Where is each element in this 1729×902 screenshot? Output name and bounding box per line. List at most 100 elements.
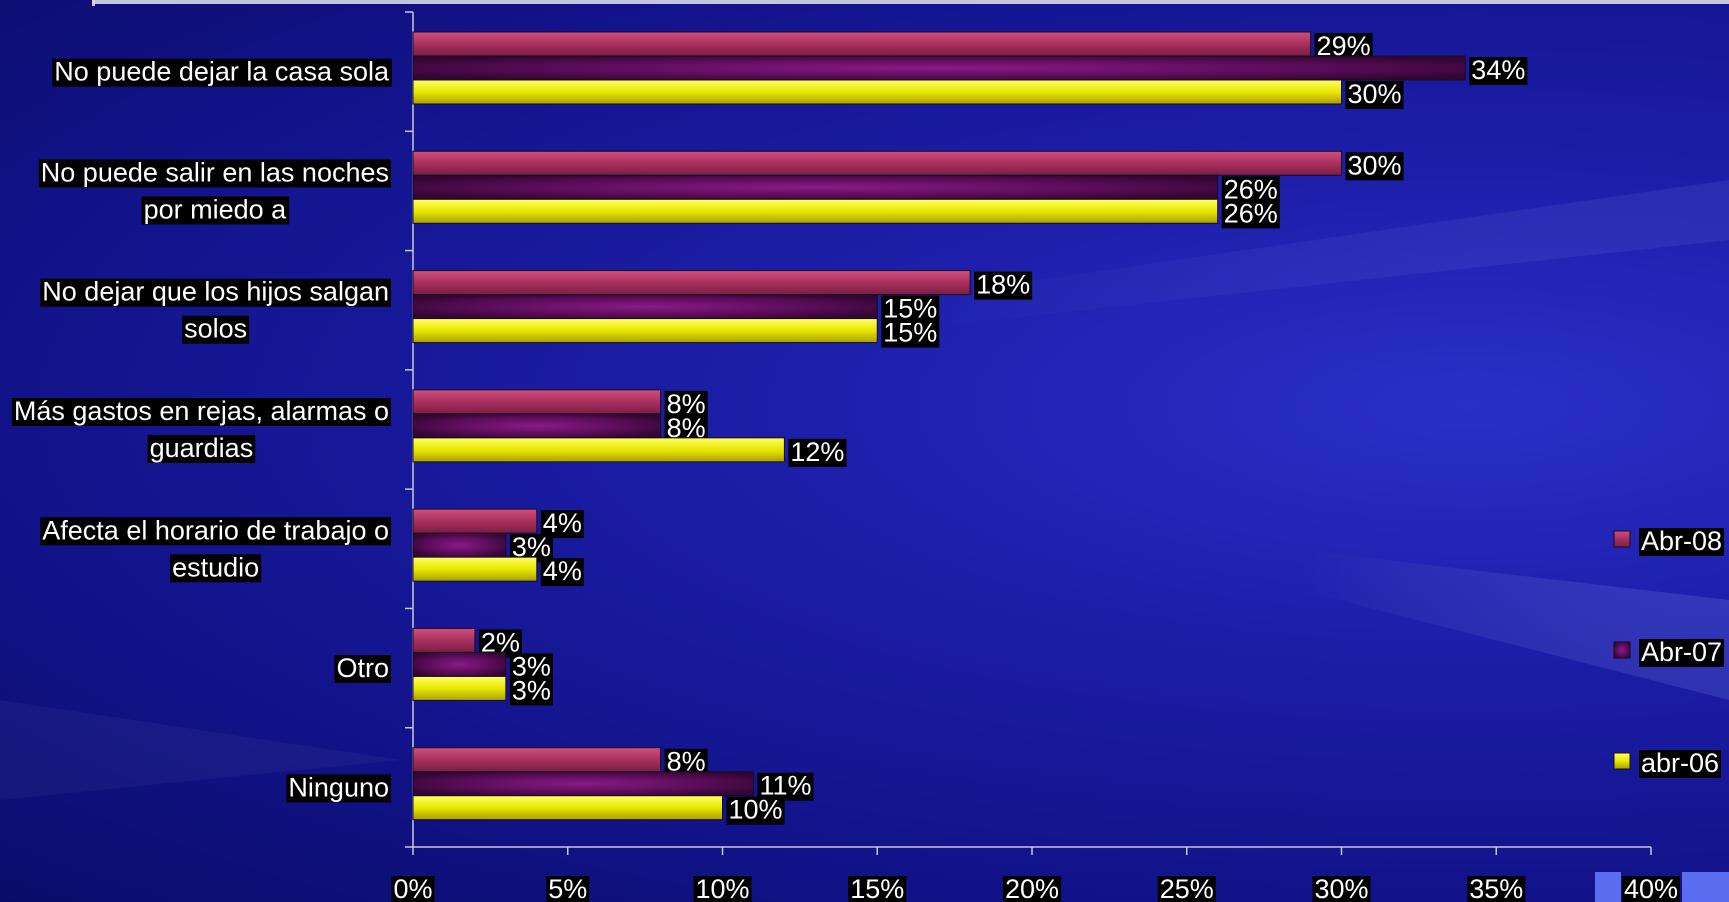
legend-entry: Abr-08 [1613, 526, 1725, 556]
data-label: 3% [509, 651, 553, 682]
svg-text:20%: 20% [1005, 874, 1059, 902]
data-label: 15% [881, 318, 940, 348]
bar [412, 198, 1219, 224]
svg-text:40%: 40% [1624, 874, 1678, 902]
svg-text:4%: 4% [543, 556, 582, 586]
svg-text:3%: 3% [512, 675, 551, 705]
category-label: solos [182, 314, 250, 344]
legend: Abr-08 Abr-07 abr-06 [1613, 526, 1725, 778]
svg-text:15%: 15% [850, 874, 904, 902]
x-tick-label: 5% [546, 874, 590, 902]
bar [412, 150, 1342, 176]
category-label: Ninguno [286, 772, 391, 803]
svg-text:26%: 26% [1224, 198, 1278, 228]
x-tick-label: 40% [1621, 874, 1681, 902]
svg-text:10%: 10% [729, 795, 783, 825]
category-label: No dejar que los hijos salgan [40, 277, 391, 307]
svg-text:Otro: Otro [336, 653, 389, 683]
category-label: Otro [334, 653, 391, 684]
svg-text:0%: 0% [393, 874, 432, 902]
bar [412, 174, 1219, 200]
bar [412, 556, 538, 582]
svg-text:34%: 34% [1471, 55, 1525, 85]
bars: 29%34%30%30%26%26%18%15%15%8%8%12%4%3%4%… [412, 31, 1528, 825]
bar [412, 318, 878, 344]
bar [412, 294, 878, 320]
svg-text:Afecta el horario de trabajo o: Afecta el horario de trabajo o [42, 515, 389, 545]
svg-text:15%: 15% [883, 294, 937, 324]
x-tick-label: 35% [1467, 874, 1526, 902]
legend-swatch [1613, 641, 1631, 659]
bar [412, 389, 662, 415]
legend-swatch [1613, 530, 1631, 548]
x-tick-label: 30% [1312, 874, 1371, 902]
svg-text:35%: 35% [1469, 874, 1523, 902]
bar [412, 413, 662, 439]
svg-text:25%: 25% [1160, 874, 1214, 902]
category-label: No puede salir en las noches [38, 157, 391, 188]
svg-text:Más gastos en rejas, alarmas o: Más gastos en rejas, alarmas o [14, 396, 389, 426]
svg-text:8%: 8% [667, 389, 706, 419]
x-tick-label: 0% [391, 874, 435, 902]
data-label: 10% [726, 795, 785, 825]
svg-text:10%: 10% [695, 874, 749, 902]
svg-text:guardias: guardias [150, 433, 254, 463]
data-label: 26% [1221, 198, 1280, 229]
legend-label: Abr-07 [1639, 637, 1725, 667]
svg-text:11%: 11% [759, 771, 811, 801]
bar [412, 79, 1342, 105]
legend-entry: Abr-07 [1613, 637, 1725, 667]
data-label: 12% [788, 437, 847, 467]
svg-text:estudio: estudio [172, 552, 259, 582]
svg-text:No dejar que los hijos salgan: No dejar que los hijos salgan [42, 277, 389, 307]
category-label: guardias [147, 433, 256, 463]
bar [412, 532, 507, 558]
category-label: estudio [170, 552, 262, 583]
svg-text:por miedo a: por miedo a [144, 194, 288, 224]
svg-text:15%: 15% [883, 318, 937, 348]
bar [412, 31, 1312, 57]
bar [412, 270, 971, 296]
data-label: 34% [1469, 55, 1528, 85]
category-label: por miedo a [141, 194, 290, 225]
category-label: Más gastos en rejas, alarmas o [11, 396, 391, 426]
data-label: 8% [664, 389, 708, 419]
svg-text:No puede salir en las noches: No puede salir en las noches [41, 157, 389, 187]
category-label: No puede dejar la casa sola [52, 57, 392, 87]
svg-text:solos: solos [184, 314, 247, 344]
bar [412, 627, 476, 653]
svg-text:Ninguno: Ninguno [288, 772, 389, 802]
data-label: 30% [1345, 150, 1404, 181]
legend-entry: abr-06 [1613, 748, 1722, 778]
x-tick-label: 10% [693, 874, 752, 902]
bar [412, 747, 662, 773]
legend-label: abr-06 [1639, 748, 1722, 778]
data-label: 4% [540, 508, 584, 539]
legend-label: Abr-08 [1639, 526, 1725, 556]
data-label: 30% [1345, 79, 1404, 109]
x-tick-labels: 0% 5% 10% 15% 20% 25% 30% 35% 40% [391, 874, 1681, 902]
svg-text:18%: 18% [976, 270, 1030, 300]
bar [412, 651, 507, 677]
x-tick-label: 15% [848, 874, 907, 902]
svg-text:26%: 26% [1224, 174, 1278, 204]
data-label: 4% [540, 556, 584, 587]
category-label: Afecta el horario de trabajo o [40, 515, 391, 546]
data-label: 18% [974, 270, 1033, 300]
svg-text:30%: 30% [1314, 874, 1368, 902]
x-tick-label: 25% [1157, 874, 1216, 902]
bar [412, 675, 507, 701]
bar [412, 508, 538, 534]
legend-swatch [1613, 752, 1631, 770]
svg-text:4%: 4% [543, 508, 582, 538]
svg-text:30%: 30% [1348, 150, 1402, 180]
data-label: 3% [509, 675, 553, 706]
data-label: 15% [881, 294, 940, 324]
category-labels: No puede dejar la casa sola No puede sali… [11, 57, 392, 803]
bar [412, 771, 754, 797]
svg-text:12%: 12% [790, 437, 844, 467]
bar [412, 437, 785, 463]
